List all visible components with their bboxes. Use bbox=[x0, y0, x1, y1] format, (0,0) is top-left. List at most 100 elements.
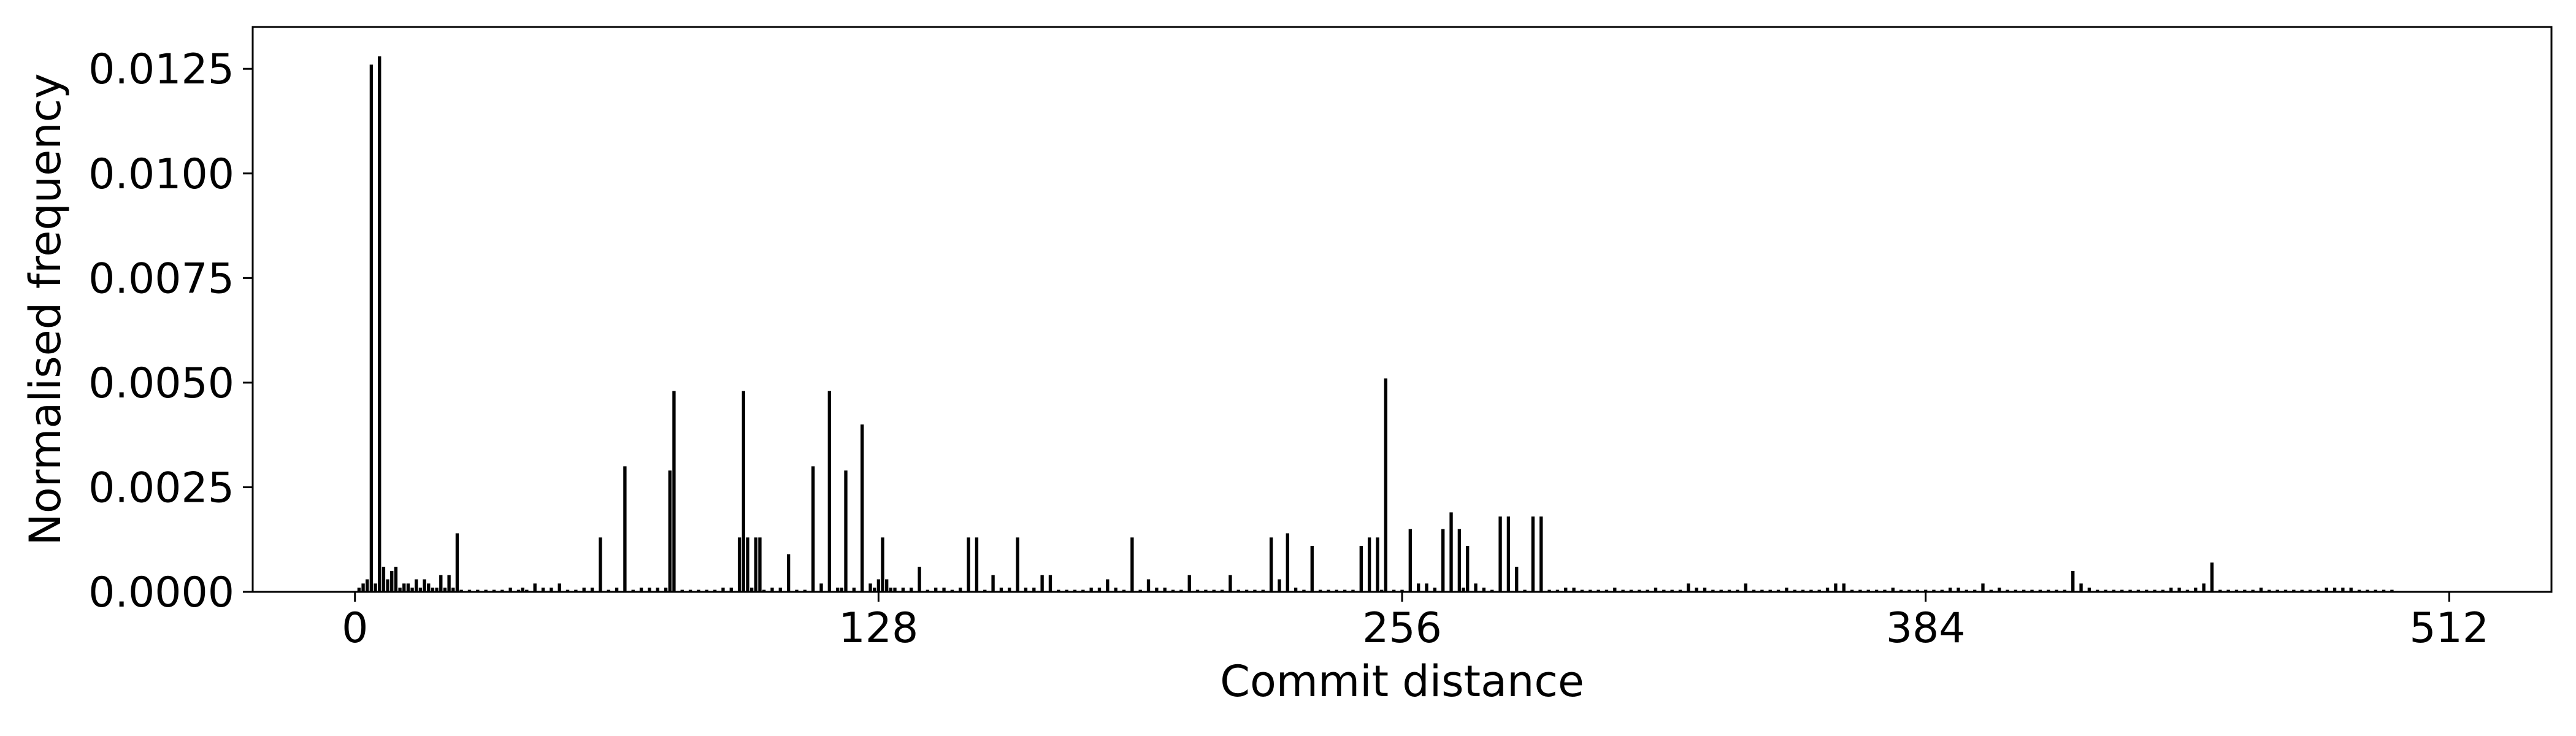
bar bbox=[2185, 589, 2190, 592]
bar bbox=[1981, 583, 1985, 592]
bar bbox=[1695, 588, 1698, 592]
bar bbox=[1032, 588, 1036, 592]
bar bbox=[926, 589, 930, 592]
bar bbox=[1539, 516, 1543, 592]
bar bbox=[1515, 567, 1519, 592]
bar bbox=[836, 588, 840, 592]
bar bbox=[1474, 583, 1478, 592]
bar bbox=[1564, 588, 1568, 592]
bar bbox=[1678, 589, 1682, 592]
bar bbox=[2251, 589, 2255, 592]
bar bbox=[439, 575, 443, 592]
bar bbox=[1367, 537, 1371, 592]
bar bbox=[2079, 583, 2083, 592]
bar bbox=[1236, 589, 1240, 592]
bar bbox=[910, 588, 913, 592]
bar bbox=[1204, 589, 1208, 592]
bar bbox=[1278, 579, 1281, 592]
bar bbox=[1907, 589, 1911, 592]
bar bbox=[1106, 579, 1110, 592]
bar bbox=[918, 567, 921, 592]
bar bbox=[770, 588, 774, 592]
bar bbox=[1932, 589, 1936, 592]
x-axis-label: Commit distance bbox=[1220, 656, 1584, 707]
bar bbox=[1572, 588, 1576, 592]
bar bbox=[2300, 589, 2304, 592]
bar bbox=[1457, 529, 1462, 592]
bar bbox=[2177, 588, 2181, 592]
bar bbox=[1621, 589, 1625, 592]
bar bbox=[2022, 589, 2026, 592]
bar bbox=[983, 589, 987, 592]
bar bbox=[1923, 589, 1928, 592]
bar bbox=[2112, 589, 2116, 592]
bar bbox=[378, 56, 381, 592]
bar bbox=[713, 589, 717, 592]
bar bbox=[2243, 589, 2247, 592]
bar bbox=[2128, 589, 2132, 592]
bar bbox=[2145, 589, 2149, 592]
bar bbox=[999, 588, 1003, 592]
bar bbox=[374, 583, 377, 592]
bar bbox=[876, 579, 881, 592]
bar bbox=[967, 537, 970, 592]
bar bbox=[1408, 529, 1413, 592]
bar bbox=[975, 537, 979, 592]
bar bbox=[1302, 589, 1306, 592]
bar bbox=[1449, 512, 1453, 592]
bar bbox=[1008, 588, 1011, 592]
bar bbox=[1638, 589, 1641, 592]
bar bbox=[1466, 545, 1470, 592]
bar bbox=[525, 589, 529, 592]
bar bbox=[2234, 589, 2239, 592]
bar bbox=[746, 537, 749, 592]
bar bbox=[1130, 537, 1134, 592]
bar bbox=[1097, 588, 1102, 592]
bar bbox=[1024, 588, 1028, 592]
bar bbox=[959, 588, 962, 592]
bar bbox=[623, 466, 627, 592]
bar bbox=[1817, 589, 1821, 592]
bar bbox=[1703, 588, 1707, 592]
bar bbox=[803, 589, 807, 592]
bar bbox=[1146, 579, 1151, 592]
bar bbox=[1048, 575, 1052, 592]
bar bbox=[451, 588, 455, 592]
bar bbox=[758, 537, 762, 592]
bar bbox=[672, 391, 676, 592]
bar bbox=[861, 424, 864, 592]
bar bbox=[1965, 589, 1968, 592]
bar bbox=[1727, 589, 1731, 592]
bar bbox=[786, 554, 791, 592]
bar bbox=[2226, 589, 2230, 592]
bar bbox=[742, 391, 745, 592]
bar bbox=[889, 588, 893, 592]
bar bbox=[1842, 583, 1846, 592]
bar bbox=[778, 588, 782, 592]
bar bbox=[366, 579, 369, 592]
bar bbox=[2333, 588, 2337, 592]
bar bbox=[950, 589, 954, 592]
bar bbox=[656, 588, 659, 592]
bar bbox=[2275, 589, 2279, 592]
bar bbox=[1462, 588, 1465, 592]
bar bbox=[2030, 589, 2034, 592]
bar bbox=[1081, 589, 1085, 592]
bar bbox=[1310, 545, 1314, 592]
bar bbox=[631, 589, 635, 592]
bar bbox=[1654, 588, 1658, 592]
bar bbox=[2104, 589, 2107, 592]
bar bbox=[1286, 533, 1289, 592]
bar bbox=[2096, 589, 2099, 592]
bar bbox=[1776, 589, 1781, 592]
bar bbox=[1195, 589, 1200, 592]
bar bbox=[1989, 589, 1993, 592]
bar bbox=[427, 583, 431, 592]
bar bbox=[2218, 589, 2222, 592]
bar bbox=[2055, 589, 2058, 592]
bar bbox=[1834, 583, 1838, 592]
bar bbox=[2292, 589, 2296, 592]
bar bbox=[533, 583, 537, 592]
bar bbox=[1523, 589, 1527, 592]
